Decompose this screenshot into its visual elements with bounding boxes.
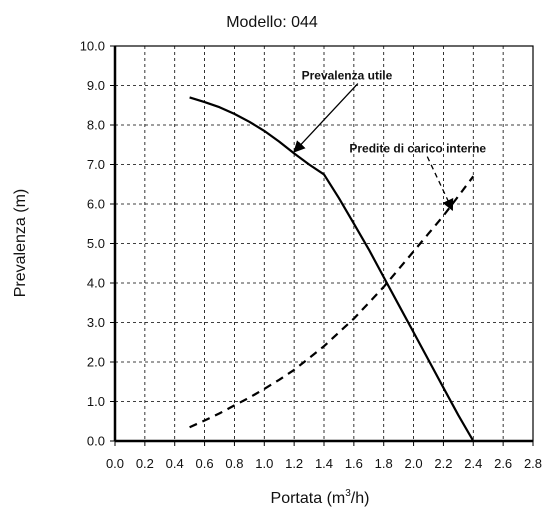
annotation-arrow-0 — [293, 83, 359, 153]
series-line-0 — [189, 96, 475, 442]
x-tick-label: 1.2 — [285, 456, 303, 471]
annotation-label-1: Predite di carico interne — [349, 142, 486, 156]
grid — [115, 46, 533, 441]
axes — [110, 45, 534, 446]
y-tick-label: 1.0 — [87, 394, 105, 409]
y-tick-label: 7.0 — [87, 157, 105, 172]
y-tick-label: 5.0 — [87, 236, 105, 251]
x-tick-label: 2.0 — [405, 456, 423, 471]
tick-labels: 0.0 0.2 0.4 0.6 0.8 1.0 1.2 1.4 1.6 1.8 2.0 2.2 2.4 2… — [80, 39, 542, 472]
x-axis-label: Portata (m3/h) — [271, 488, 370, 507]
x-tick-label: 2.6 — [494, 456, 512, 471]
x-tick-label: 0.8 — [225, 456, 243, 471]
x-tick-label: 0.0 — [106, 456, 124, 471]
series — [189, 96, 475, 442]
y-tick-label: 8.0 — [87, 118, 105, 133]
y-tick-label: 9.0 — [87, 78, 105, 93]
x-tick-label: 0.6 — [196, 456, 214, 471]
x-tick-label: 0.4 — [166, 456, 184, 471]
x-tick-label: 0.2 — [136, 456, 154, 471]
y-axis-label: Prevalenza (m) — [12, 189, 29, 297]
y-tick-label: 10.0 — [80, 39, 105, 54]
annotation-label-0: Prevalenza utile — [302, 69, 393, 83]
x-tick-label: 2.8 — [524, 456, 542, 471]
series-line-1 — [189, 175, 475, 429]
x-axis-label-superscript: 3 — [345, 488, 351, 499]
x-tick-label: 2.4 — [464, 456, 482, 471]
y-tick-label: 6.0 — [87, 197, 105, 212]
y-tick-label: 0.0 — [87, 434, 105, 449]
annotations: Prevalenza utile Predite di carico intern… — [293, 69, 486, 211]
x-tick-label: 1.4 — [315, 456, 333, 471]
y-tick-label: 4.0 — [87, 276, 105, 291]
x-tick-label: 1.0 — [255, 456, 273, 471]
x-tick-label: 2.2 — [434, 456, 452, 471]
x-tick-label: 1.6 — [345, 456, 363, 471]
chart-title: Modello: 044 — [226, 14, 318, 31]
annotation-arrow-1 — [426, 156, 454, 211]
y-tick-label: 2.0 — [87, 355, 105, 370]
y-tick-label: 3.0 — [87, 315, 105, 330]
x-tick-label: 1.8 — [375, 456, 393, 471]
